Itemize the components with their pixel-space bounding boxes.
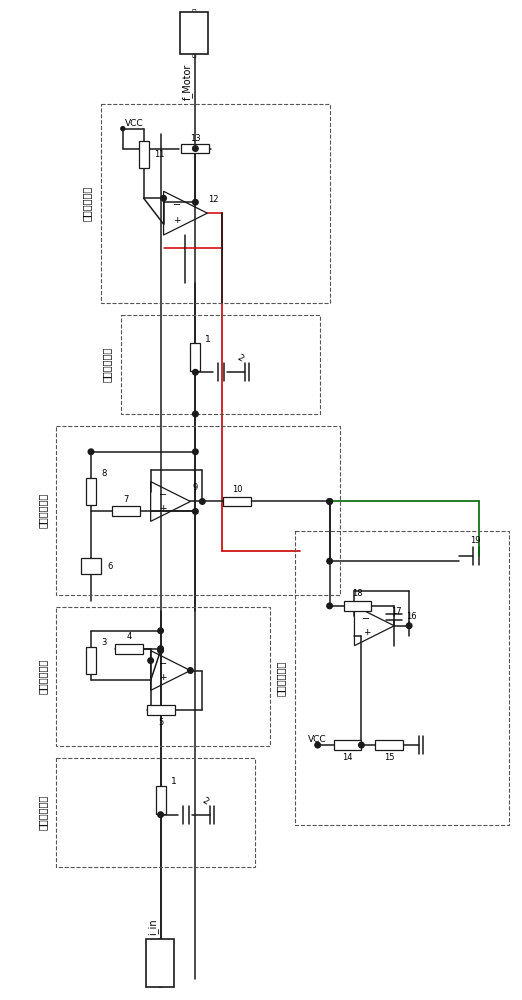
Circle shape: [158, 648, 163, 653]
Text: 2: 2: [235, 353, 245, 364]
Text: 17: 17: [391, 607, 401, 616]
Text: VCC: VCC: [125, 119, 144, 128]
Text: 19: 19: [470, 536, 481, 545]
Circle shape: [199, 499, 205, 504]
Bar: [101, 104, 329, 303]
Text: 2: 2: [200, 795, 210, 806]
Bar: [56, 426, 339, 595]
Bar: [86, 478, 96, 505]
Text: 6: 6: [107, 562, 112, 571]
Circle shape: [193, 449, 198, 455]
Text: 4: 4: [126, 632, 132, 641]
Text: 3: 3: [101, 638, 106, 647]
Circle shape: [158, 646, 163, 651]
Bar: [147, 705, 174, 715]
Bar: [146, 939, 173, 987]
Circle shape: [161, 195, 167, 201]
Bar: [343, 601, 371, 611]
Circle shape: [158, 812, 163, 817]
Bar: [182, 144, 209, 153]
Bar: [56, 607, 270, 746]
Circle shape: [327, 603, 333, 609]
Text: +: +: [363, 628, 370, 637]
Circle shape: [193, 411, 198, 417]
Circle shape: [359, 742, 364, 748]
Text: +: +: [159, 673, 167, 682]
Bar: [115, 644, 143, 654]
Circle shape: [193, 199, 198, 205]
Circle shape: [327, 499, 333, 504]
Text: −: −: [362, 614, 371, 624]
Text: 信号放大电路: 信号放大电路: [37, 659, 48, 694]
Bar: [86, 647, 96, 674]
Text: 8: 8: [101, 469, 106, 478]
Bar: [181, 12, 208, 54]
Bar: [121, 315, 319, 414]
Circle shape: [148, 658, 153, 663]
Text: 电
流
传
感
器: 电 流 传 感 器: [157, 938, 162, 988]
Circle shape: [327, 499, 333, 504]
Text: −: −: [159, 490, 167, 500]
Text: 基准电平电路: 基准电平电路: [276, 660, 286, 696]
Text: 7: 7: [123, 495, 128, 504]
Text: 15: 15: [384, 753, 395, 762]
Circle shape: [88, 449, 94, 455]
Text: 14: 14: [342, 753, 353, 762]
Text: 5: 5: [158, 718, 163, 727]
Bar: [191, 343, 200, 371]
Bar: [375, 740, 403, 750]
Circle shape: [193, 369, 198, 375]
Circle shape: [327, 558, 333, 564]
Text: 11: 11: [153, 150, 164, 159]
Text: 低通滤波电路: 低通滤波电路: [37, 795, 48, 830]
Bar: [56, 758, 255, 867]
Circle shape: [315, 742, 321, 748]
Text: 12: 12: [208, 195, 219, 204]
Bar: [223, 497, 251, 506]
Text: i_in: i_in: [147, 919, 158, 935]
Text: 18: 18: [352, 589, 363, 598]
Bar: [334, 740, 361, 750]
Text: 驱
动
控
制
器: 驱 动 控 制 器: [192, 8, 197, 58]
Circle shape: [193, 509, 198, 514]
Circle shape: [193, 146, 198, 151]
Text: −: −: [173, 200, 181, 210]
Text: 16: 16: [406, 612, 417, 621]
Text: 低通滤波电路: 低通滤波电路: [102, 347, 112, 382]
Circle shape: [121, 127, 125, 131]
Circle shape: [187, 668, 193, 673]
Text: 高通滤波电路: 高通滤波电路: [37, 493, 48, 528]
Text: +: +: [159, 504, 167, 513]
Text: VCC: VCC: [309, 735, 327, 744]
Text: 13: 13: [190, 134, 200, 143]
Text: 1: 1: [171, 777, 176, 786]
Circle shape: [406, 623, 412, 629]
Text: −: −: [159, 659, 167, 669]
Bar: [295, 531, 508, 825]
Text: 10: 10: [232, 485, 242, 494]
Text: 信号比较电路: 信号比较电路: [82, 186, 92, 221]
Bar: [112, 506, 140, 516]
Text: f_Motor: f_Motor: [182, 64, 193, 100]
Text: 9: 9: [193, 483, 198, 492]
Bar: [156, 786, 165, 814]
FancyBboxPatch shape: [81, 558, 101, 574]
Circle shape: [158, 628, 163, 634]
Bar: [139, 141, 149, 168]
Text: +: +: [173, 216, 181, 225]
Text: 1: 1: [205, 335, 211, 344]
